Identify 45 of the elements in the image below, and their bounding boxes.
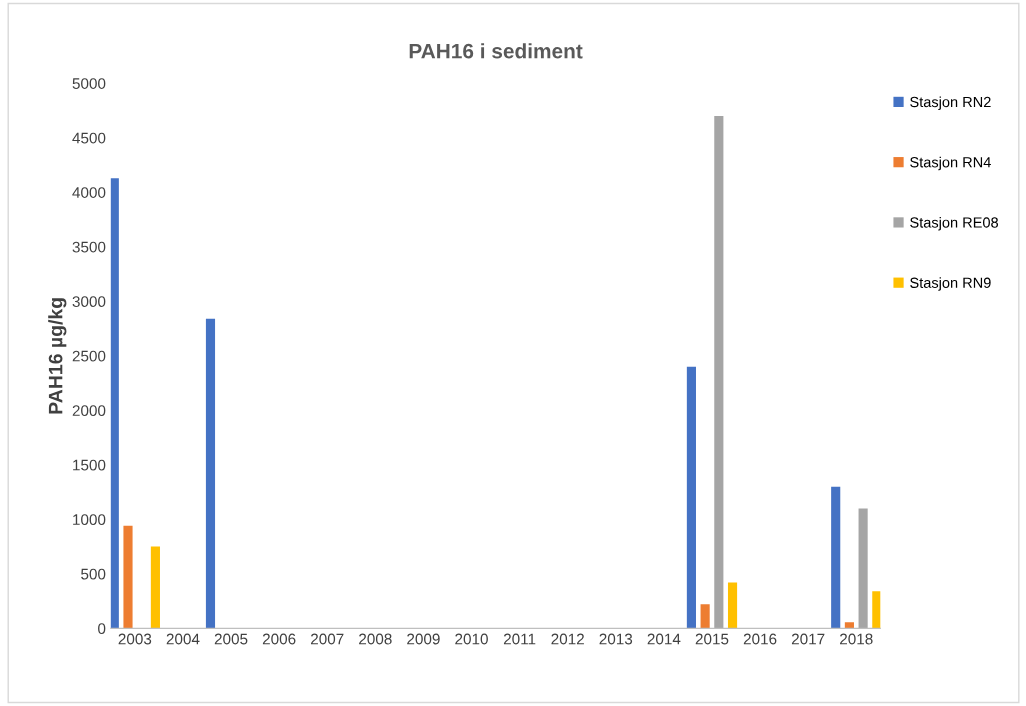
- x-tick-label: 2014: [647, 633, 681, 645]
- y-tick-label: 0: [98, 623, 106, 635]
- x-tick-label: 2016: [743, 633, 777, 645]
- y-tick-label: 2000: [72, 405, 106, 417]
- y-tick-label: 1000: [73, 514, 106, 526]
- bar: [110, 178, 119, 629]
- bar: [872, 591, 881, 629]
- x-tick-label: 2006: [262, 633, 296, 645]
- bar: [205, 318, 216, 629]
- bar: [123, 525, 133, 629]
- chart-title: PAH16 i sediment: [409, 43, 583, 59]
- y-axis-title: PAH16 µg/kg: [48, 298, 67, 414]
- x-tick-label: 2012: [551, 633, 584, 645]
- x-tick-label: 2008: [359, 633, 392, 645]
- legend-label: Stasjon RN4: [910, 156, 991, 171]
- x-tick-label: 2007: [311, 633, 344, 645]
- bar: [858, 508, 868, 629]
- x-tick-label: 2010: [455, 633, 488, 645]
- bar: [844, 622, 854, 629]
- y-tick-label: 1500: [73, 459, 106, 471]
- legend-label: Stasjon RN2: [910, 96, 991, 111]
- x-tick-label: 2017: [791, 633, 825, 645]
- y-tick-label: 2500: [72, 350, 106, 362]
- x-tick-label: 2004: [166, 633, 200, 645]
- x-tick-label: 2018: [840, 633, 873, 645]
- legend-label: Stasjon RE08: [910, 216, 999, 231]
- y-tick-label: 4500: [72, 132, 106, 144]
- x-tick-label: 2009: [407, 633, 440, 645]
- y-tick-label: 4000: [72, 187, 106, 198]
- y-tick-label: 3500: [72, 241, 106, 253]
- y-tick-label: 500: [81, 568, 106, 580]
- bar: [727, 582, 738, 629]
- bar: [686, 366, 696, 629]
- x-tick-label: 2013: [599, 633, 633, 645]
- bar: [150, 546, 160, 629]
- y-tick-label: 5000: [72, 78, 106, 89]
- legend-label: Stasjon RN9: [910, 277, 991, 291]
- x-tick-label: 2011: [503, 633, 536, 645]
- y-tick-label: 3000: [72, 296, 106, 308]
- x-tick-label: 2015: [695, 633, 729, 645]
- x-tick-label: 2003: [118, 633, 152, 645]
- bar: [700, 604, 710, 629]
- x-tick-label: 2005: [214, 633, 248, 645]
- bar: [714, 116, 724, 629]
- bar: [831, 486, 841, 629]
